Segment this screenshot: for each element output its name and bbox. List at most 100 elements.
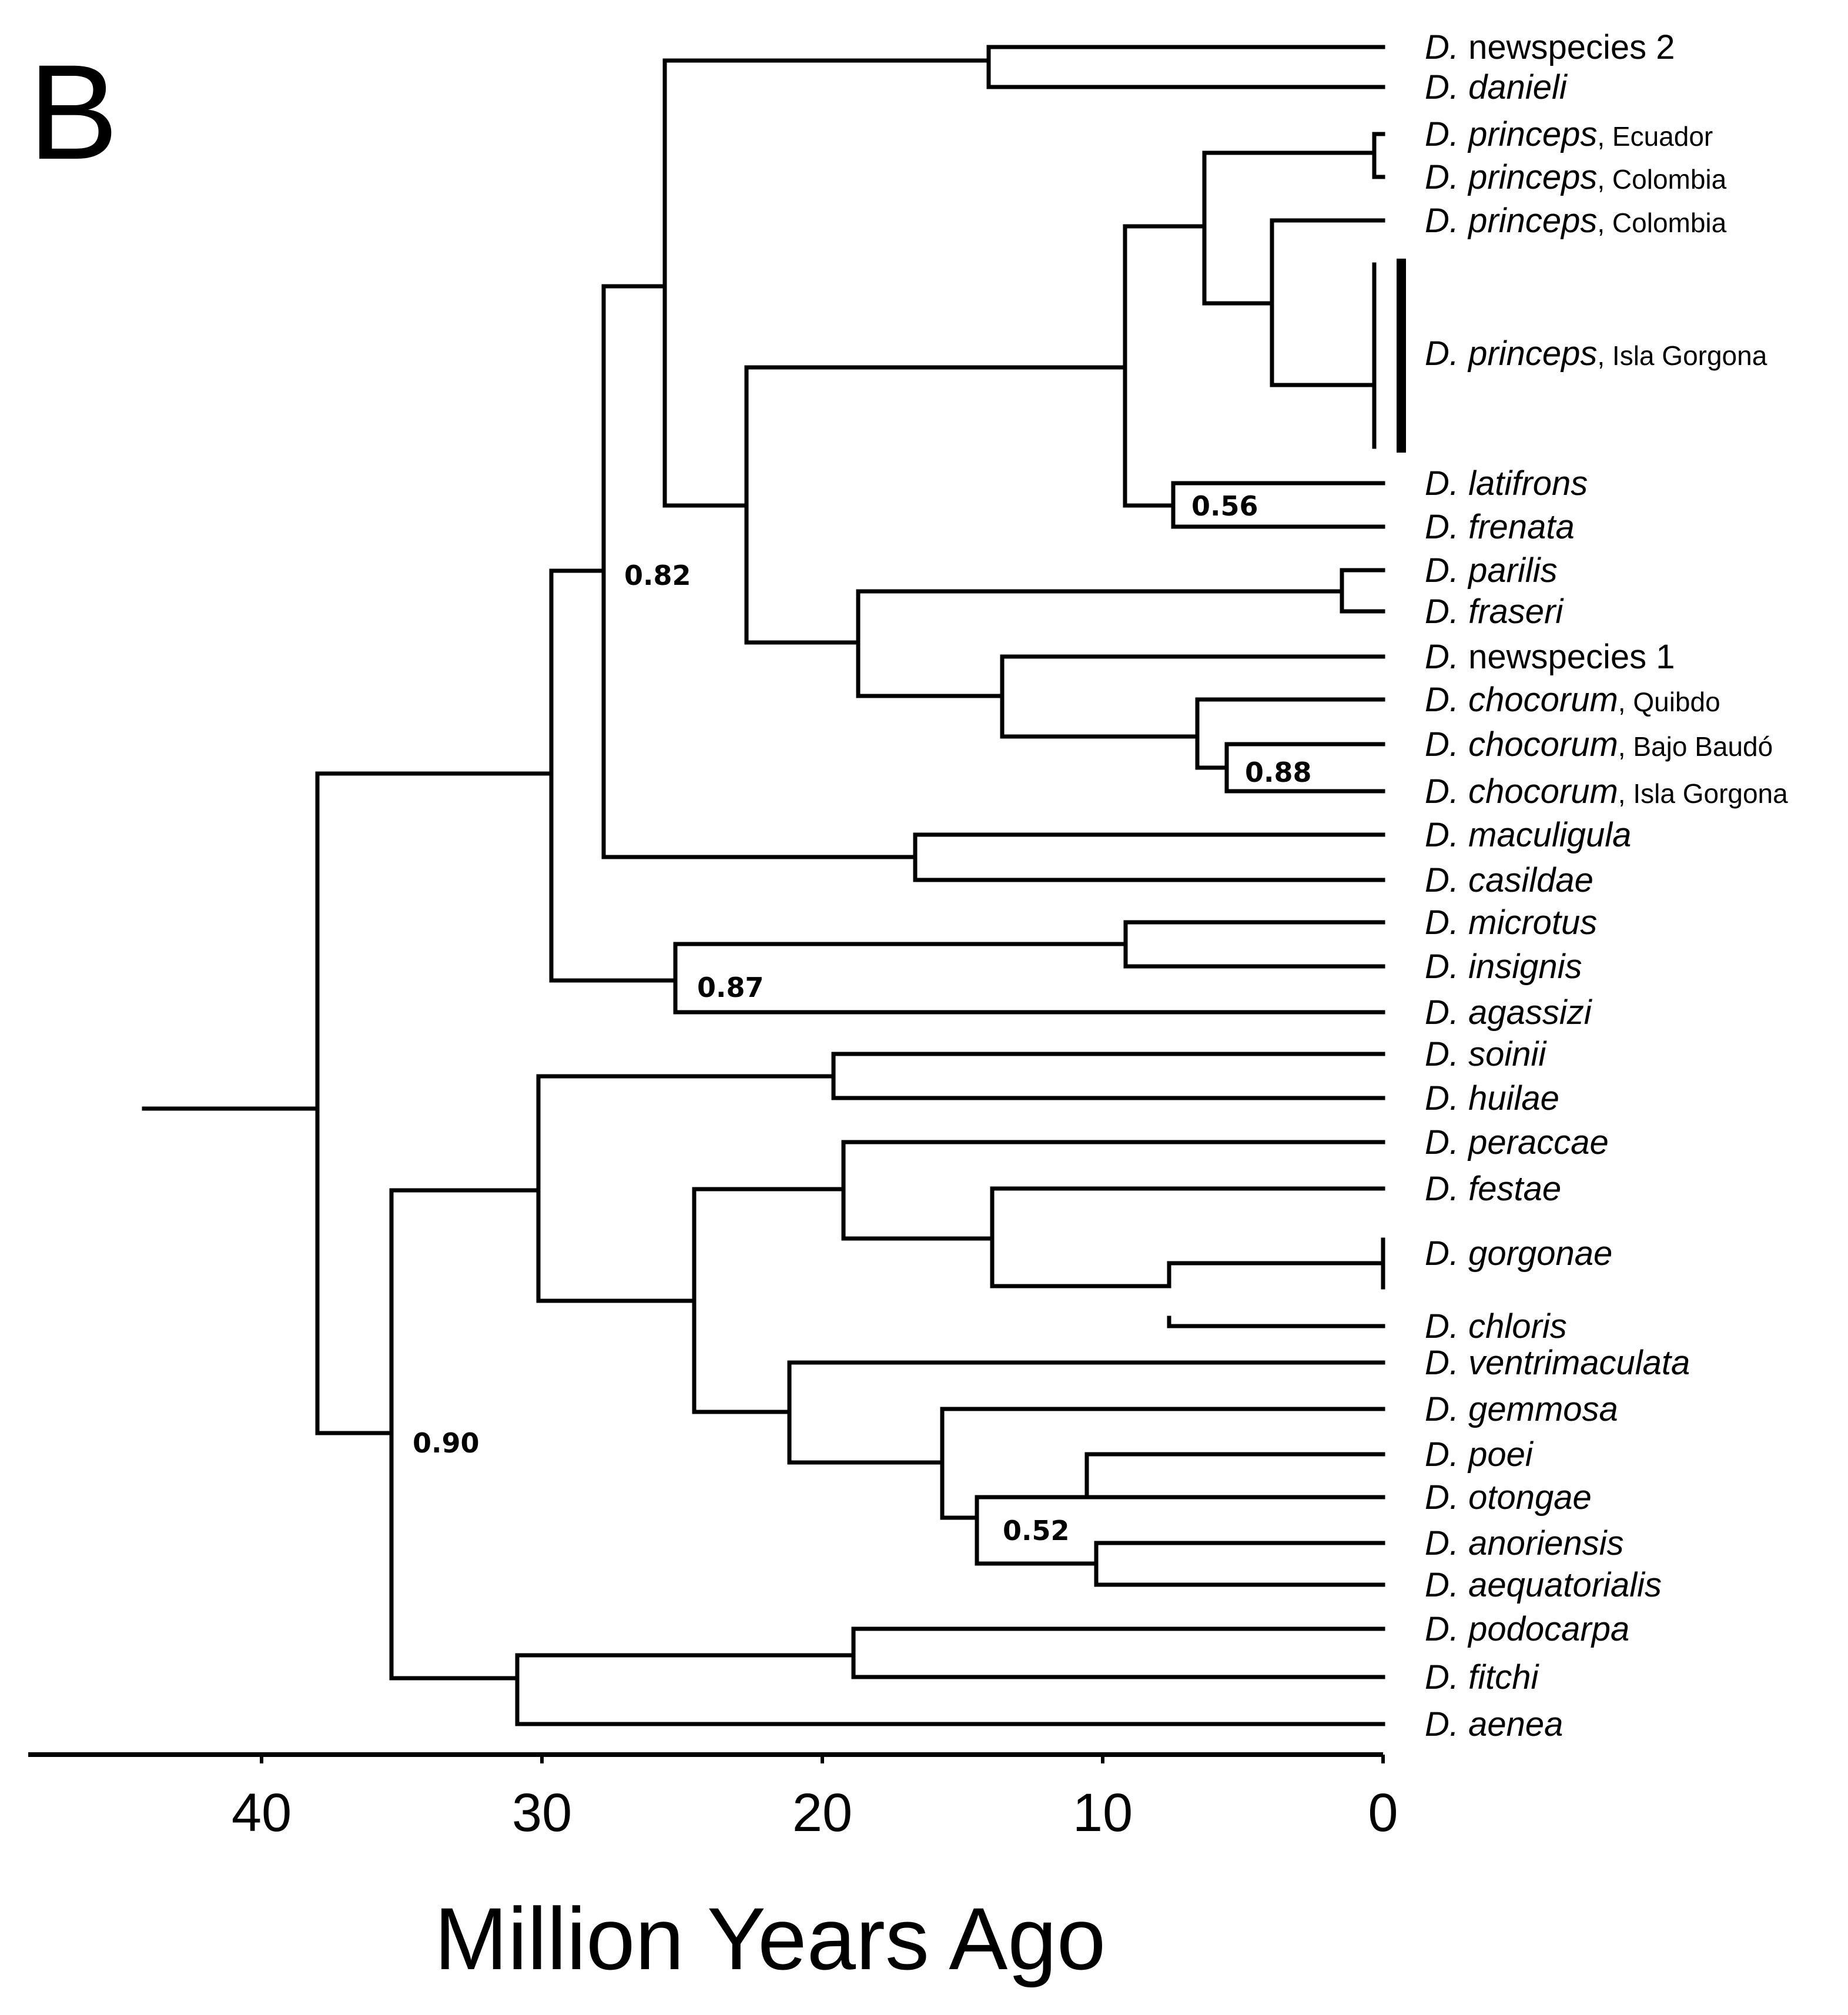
tip-label: D. ventrimaculata	[1425, 1344, 1690, 1382]
support-value: 0.88	[1245, 757, 1312, 788]
tip-genus: D.	[1425, 334, 1468, 373]
tip-label: D. soinii	[1425, 1035, 1547, 1073]
tip-species: insignis	[1468, 948, 1582, 986]
tip-genus: D.	[1425, 1435, 1468, 1474]
tip-species: latifrons	[1468, 464, 1588, 503]
tip-genus: D.	[1425, 903, 1468, 942]
tip-species: otongae	[1468, 1478, 1592, 1517]
support-value: 0.82	[624, 560, 691, 591]
tip-genus: D.	[1425, 1123, 1468, 1162]
tip-locality: , Ecuador	[1597, 121, 1713, 152]
tip-locality: , Isla Gorgona	[1597, 340, 1767, 371]
tip-species: fraseri	[1468, 593, 1564, 631]
tip-label: D. casildae	[1425, 861, 1593, 899]
tip-species: gemmosa	[1468, 1390, 1618, 1428]
tip-label: D. princeps, Ecuador	[1425, 115, 1713, 153]
tip-species: maculigula	[1468, 816, 1631, 854]
tip-genus: D.	[1425, 1344, 1468, 1382]
tip-species: frenata	[1468, 508, 1575, 546]
tip-species: agassizi	[1468, 993, 1593, 1032]
tip-species: gorgonae	[1468, 1234, 1612, 1273]
tip-label: D. agassizi	[1425, 993, 1593, 1032]
tip-species: newspecies 1	[1468, 638, 1675, 676]
support-value: 0.52	[1003, 1515, 1070, 1547]
tip-genus: D.	[1425, 28, 1468, 66]
tip-genus: D.	[1425, 1566, 1468, 1604]
tip-label: D. microtus	[1425, 903, 1597, 942]
tip-species: princeps	[1467, 334, 1597, 373]
tip-species: chocorum	[1468, 681, 1618, 719]
tip-label: D. chloris	[1425, 1307, 1567, 1345]
tip-locality: , Quibdo	[1618, 687, 1720, 717]
tip-species: podocarpa	[1467, 1610, 1629, 1648]
tip-locality: , Colombia	[1597, 207, 1726, 238]
tip-species: huilae	[1468, 1079, 1559, 1117]
tip-species: festae	[1468, 1170, 1561, 1208]
tip-genus: D.	[1425, 1524, 1468, 1562]
axis-tick-label: 40	[232, 1783, 292, 1843]
axis-title: Million Years Ago	[434, 1889, 1106, 1988]
tip-label: D. fitchi	[1425, 1658, 1539, 1696]
tip-species: parilis	[1467, 551, 1558, 590]
tip-label: D. latifrons	[1425, 464, 1588, 503]
tip-label: D. chocorum, Quibdo	[1425, 681, 1720, 719]
tip-label: D. maculigula	[1425, 816, 1631, 854]
tip-label: D. aenea	[1425, 1705, 1563, 1743]
tip-label: D. parilis	[1425, 551, 1558, 590]
support-value: 0.90	[413, 1427, 480, 1459]
tip-genus: D.	[1425, 593, 1468, 631]
tip-label: D. gorgonae	[1425, 1234, 1612, 1273]
support-value: 0.56	[1191, 490, 1258, 522]
tip-species: ventrimaculata	[1468, 1344, 1690, 1382]
tip-genus: D.	[1425, 551, 1468, 590]
tip-locality: , Colombia	[1597, 164, 1726, 195]
tip-label: D. princeps, Colombia	[1425, 158, 1727, 196]
tip-label: D. peraccae	[1425, 1123, 1609, 1162]
tip-species: casildae	[1468, 861, 1593, 899]
tip-genus: D.	[1425, 464, 1468, 503]
tip-genus: D.	[1425, 1035, 1468, 1073]
tip-genus: D.	[1425, 725, 1468, 764]
tip-genus: D.	[1425, 993, 1468, 1032]
tip-species: princeps	[1467, 202, 1597, 240]
panel-label: B	[28, 36, 118, 188]
tip-genus: D.	[1425, 158, 1468, 196]
tip-label: D. poei	[1425, 1435, 1534, 1474]
tip-genus: D.	[1425, 115, 1468, 153]
tip-label: D. aequatorialis	[1425, 1566, 1662, 1604]
tip-genus: D.	[1425, 202, 1468, 240]
support-value: 0.87	[697, 972, 764, 1003]
tip-genus: D.	[1425, 1658, 1468, 1696]
tip-label: D. frenata	[1425, 508, 1575, 546]
tip-species: chocorum	[1468, 772, 1618, 811]
tip-genus: D.	[1425, 1610, 1468, 1648]
support-values: 0.82 0.56 0.88 0.87 0.90 0.52	[413, 490, 1312, 1547]
tip-label: D. newspecies 1	[1425, 638, 1675, 676]
tip-species: peraccae	[1467, 1123, 1609, 1162]
tip-genus: D.	[1425, 638, 1468, 676]
tip-genus: D.	[1425, 1390, 1468, 1428]
tip-label: D. princeps, Isla Gorgona	[1425, 334, 1767, 373]
axis-tick-label: 10	[1073, 1783, 1133, 1843]
tip-label: D. chocorum, Isla Gorgona	[1425, 772, 1788, 811]
tip-species: poei	[1467, 1435, 1534, 1474]
tip-label: D. chocorum, Bajo Baudó	[1425, 725, 1773, 764]
tip-label: D. podocarpa	[1425, 1610, 1629, 1648]
tip-genus: D.	[1425, 948, 1468, 986]
tip-genus: D.	[1425, 861, 1468, 899]
tip-genus: D.	[1425, 1705, 1468, 1743]
tip-label: D. danieli	[1425, 68, 1568, 106]
tip-locality: , Isla Gorgona	[1618, 778, 1788, 809]
tip-genus: D.	[1425, 1307, 1468, 1345]
axis-tick-label: 0	[1368, 1783, 1398, 1843]
tip-genus: D.	[1425, 1234, 1468, 1273]
axis-tick-label: 30	[512, 1783, 572, 1843]
tip-genus: D.	[1425, 816, 1468, 854]
tip-genus: D.	[1425, 681, 1468, 719]
tip-label: D. otongae	[1425, 1478, 1592, 1517]
tip-species: anoriensis	[1468, 1524, 1623, 1562]
tip-species: princeps	[1467, 115, 1597, 153]
tree-branches	[142, 45, 1385, 1726]
tip-species: chloris	[1468, 1307, 1567, 1345]
